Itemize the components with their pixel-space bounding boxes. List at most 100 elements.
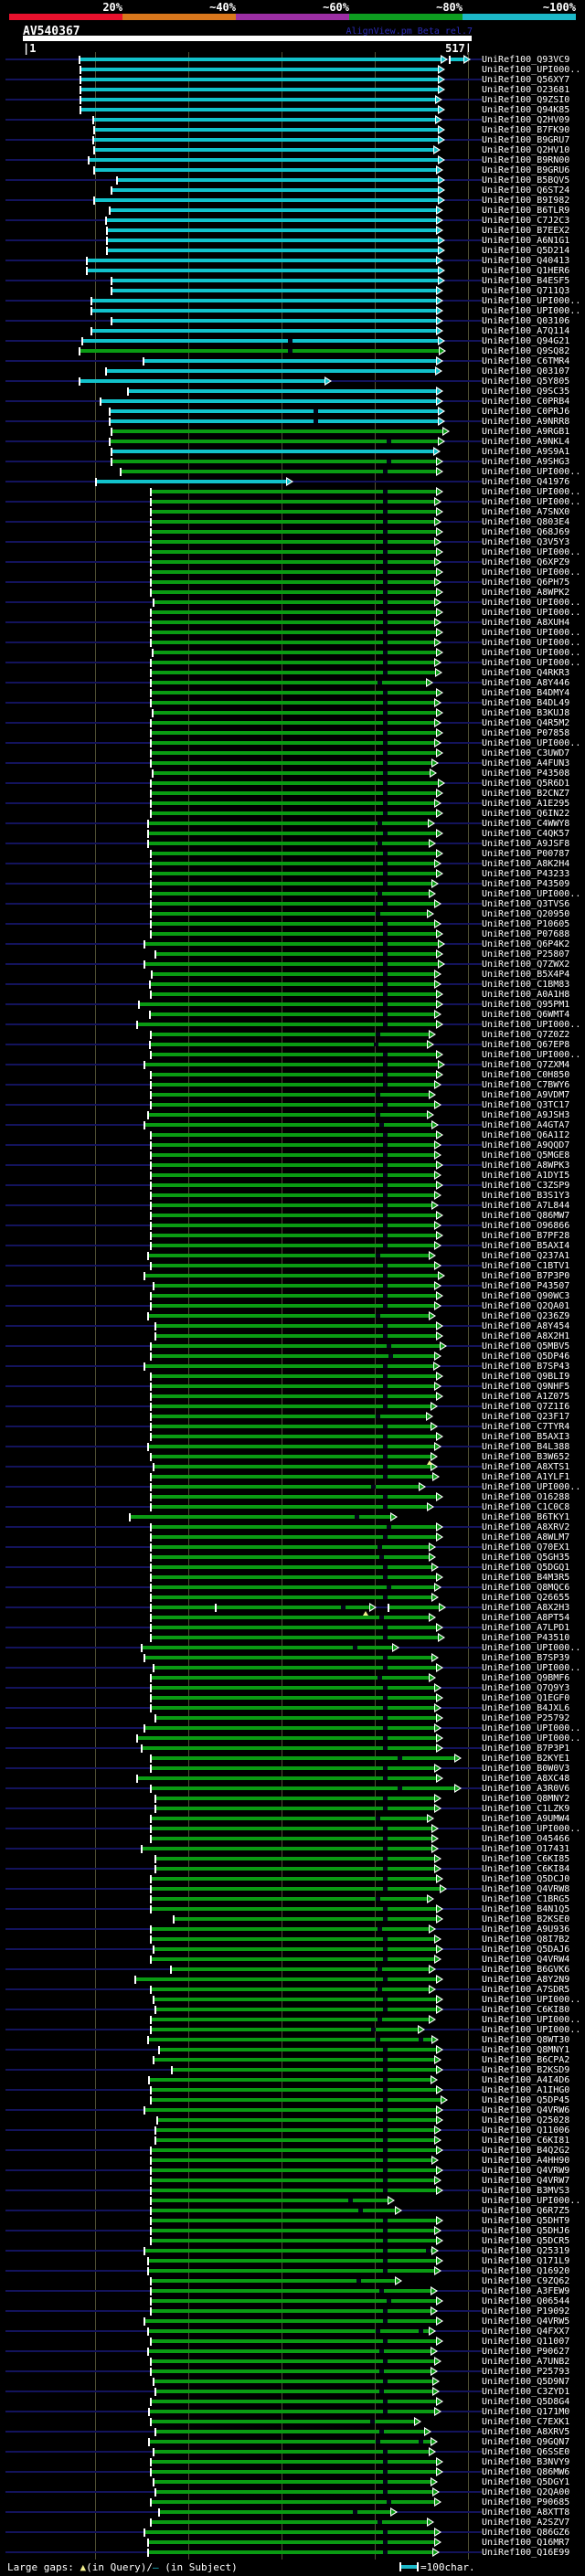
hit-bar (94, 128, 441, 132)
hit-row: UniRef100_UPI000.. (0, 889, 585, 899)
arrowhead-icon (286, 479, 292, 484)
subject-gap-marker (382, 620, 388, 624)
hit-bar (150, 1585, 436, 1589)
start-tick (149, 2217, 152, 2225)
hit-label: UniRef100_Q16MR7 (482, 2538, 570, 2548)
start-tick (147, 2257, 150, 2265)
hit-row: UniRef100_A8WLM7 (0, 1532, 585, 1542)
start-tick (149, 1925, 152, 1934)
hit-bar (144, 1726, 436, 1730)
hit-label: UniRef100_B4M3R5 (482, 1573, 570, 1583)
hit-row: UniRef100_Q03107 (0, 366, 585, 376)
hit-label: UniRef100_C1BM83 (482, 980, 570, 990)
start-tick (151, 769, 154, 778)
subject-gap-marker (382, 1173, 388, 1177)
hit-bar (150, 1696, 438, 1700)
subject-gap-marker (382, 902, 388, 906)
hit-row: UniRef100_Q03106 (0, 316, 585, 326)
hit-row: UniRef100_Q9SC35 (0, 387, 585, 397)
start-tick (149, 800, 152, 808)
subject-gap-marker (386, 460, 391, 463)
start-tick (154, 2428, 156, 2436)
hit-label: UniRef100_Q11006 (482, 2125, 570, 2136)
hit-label: UniRef100_A1Z075 (482, 1392, 570, 1402)
start-tick (79, 66, 81, 74)
start-tick (79, 76, 81, 84)
subject-gap-marker (382, 2380, 388, 2383)
hit-bar (150, 1033, 431, 1036)
hit-bar (100, 399, 438, 403)
hit-bar (148, 1113, 430, 1117)
arrowhead-icon (436, 1213, 441, 1218)
hit-bar (153, 600, 436, 604)
subject-gap-marker (376, 2440, 381, 2443)
hit-bar (150, 1475, 434, 1479)
hit-label: UniRef100_B5AXI4 (482, 1241, 570, 1251)
start-tick (143, 357, 145, 366)
hit-row: UniRef100_Q171L9 (0, 2256, 585, 2266)
hit-label: UniRef100_A7L844 (482, 1201, 570, 1211)
hit-row: UniRef100_B5AXI3 (0, 1432, 585, 1442)
arrowhead-icon (439, 67, 444, 72)
hit-label: UniRef100_C6KI84 (482, 1864, 570, 1874)
arrowhead-icon (436, 1022, 441, 1027)
hit-row: UniRef100_B7EEX2 (0, 226, 585, 236)
subject-gap-marker (382, 1475, 388, 1479)
arrowhead-icon (434, 1142, 440, 1148)
hit-label: UniRef100_UPI000.. (482, 648, 581, 658)
subject-gap-marker (376, 1817, 381, 1820)
hit-bar (150, 1595, 433, 1599)
hit-row: UniRef100_Q11006 (0, 2125, 585, 2136)
hit-label: UniRef100_A2SZV7 (482, 2518, 570, 2528)
start-tick (109, 408, 112, 416)
arrowhead-icon (434, 981, 440, 987)
hit-bar (150, 671, 437, 674)
arrowhead-icon (439, 278, 444, 283)
hit-bar (87, 269, 441, 272)
hit-row: UniRef100_UPI000.. (0, 497, 585, 507)
hit-bar (95, 480, 288, 483)
arrowhead-icon (436, 1052, 441, 1057)
subject-gap-marker (382, 560, 388, 564)
subject-gap-marker (378, 2018, 383, 2021)
subject-gap-marker (382, 801, 388, 805)
hit-bar (150, 1907, 438, 1911)
subject-gap-marker (382, 1244, 388, 1247)
hit-label: UniRef100_C3ZYD1 (482, 2387, 570, 2397)
arrowhead-icon (436, 489, 441, 494)
hit-bar (148, 2259, 438, 2263)
hit-label: UniRef100_B4ESF5 (482, 276, 570, 286)
subject-gap-marker (382, 1887, 388, 1891)
subject-gap-marker (382, 610, 388, 614)
hit-label: UniRef100_P43509 (482, 879, 570, 889)
arrowhead-icon (434, 2127, 440, 2133)
start-tick (149, 860, 152, 868)
start-tick (149, 759, 152, 768)
subject-gap-marker (382, 1837, 388, 1840)
subject-gap-marker (369, 2420, 375, 2423)
hit-row: UniRef100_P90685 (0, 2497, 585, 2507)
start-tick (149, 1161, 152, 1170)
arrowhead-icon (439, 1273, 444, 1278)
subject-gap-marker (382, 1937, 388, 1941)
subject-gap-marker (382, 2410, 388, 2413)
hit-row: UniRef100_Q7Z1I6 (0, 1402, 585, 1412)
arrowhead-icon (436, 207, 441, 213)
start-tick (99, 398, 101, 406)
hit-label: UniRef100_UPI000.. (482, 628, 581, 638)
subject-gap-marker (382, 2400, 388, 2403)
arrowhead-icon (434, 1856, 440, 1861)
hit-label: UniRef100_Q03107 (482, 366, 570, 376)
arrowhead-icon (436, 610, 441, 615)
hit-label: UniRef100_Q86MW7 (482, 1211, 570, 1221)
hit-label: UniRef100_A9S9A1 (482, 447, 570, 457)
hit-row: UniRef100_Q4VRW4 (0, 1955, 585, 1965)
start-tick (115, 176, 118, 185)
hit-label: UniRef100_UPI000.. (482, 598, 581, 608)
arrowhead-icon (393, 1645, 399, 1650)
hit-label: UniRef100_Q6PH75 (482, 578, 570, 588)
hit-row: UniRef100_C4WWY8 (0, 819, 585, 829)
hit-label: UniRef100_Q7Z0Z2 (482, 1030, 570, 1040)
start-tick (149, 1835, 152, 1843)
arrowhead-icon (436, 1323, 441, 1329)
